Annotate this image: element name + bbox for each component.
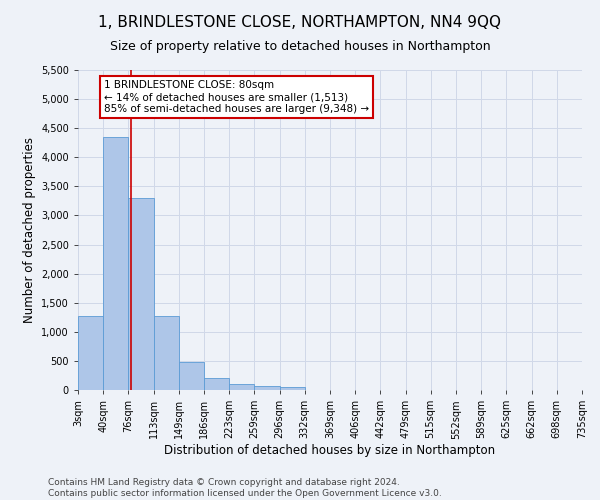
Text: Contains HM Land Registry data © Crown copyright and database right 2024.
Contai: Contains HM Land Registry data © Crown c… — [48, 478, 442, 498]
Text: 1 BRINDLESTONE CLOSE: 80sqm
← 14% of detached houses are smaller (1,513)
85% of : 1 BRINDLESTONE CLOSE: 80sqm ← 14% of det… — [104, 80, 369, 114]
Y-axis label: Number of detached properties: Number of detached properties — [23, 137, 35, 323]
Bar — [280, 387, 305, 390]
Bar — [179, 362, 204, 390]
Bar — [154, 316, 179, 390]
Bar — [78, 316, 103, 390]
Bar — [103, 137, 128, 390]
Text: 1, BRINDLESTONE CLOSE, NORTHAMPTON, NN4 9QQ: 1, BRINDLESTONE CLOSE, NORTHAMPTON, NN4 … — [98, 15, 502, 30]
Bar — [229, 384, 254, 390]
Bar — [254, 386, 280, 390]
Text: Size of property relative to detached houses in Northampton: Size of property relative to detached ho… — [110, 40, 490, 53]
Bar — [128, 198, 154, 390]
X-axis label: Distribution of detached houses by size in Northampton: Distribution of detached houses by size … — [164, 444, 496, 457]
Bar — [204, 378, 229, 390]
